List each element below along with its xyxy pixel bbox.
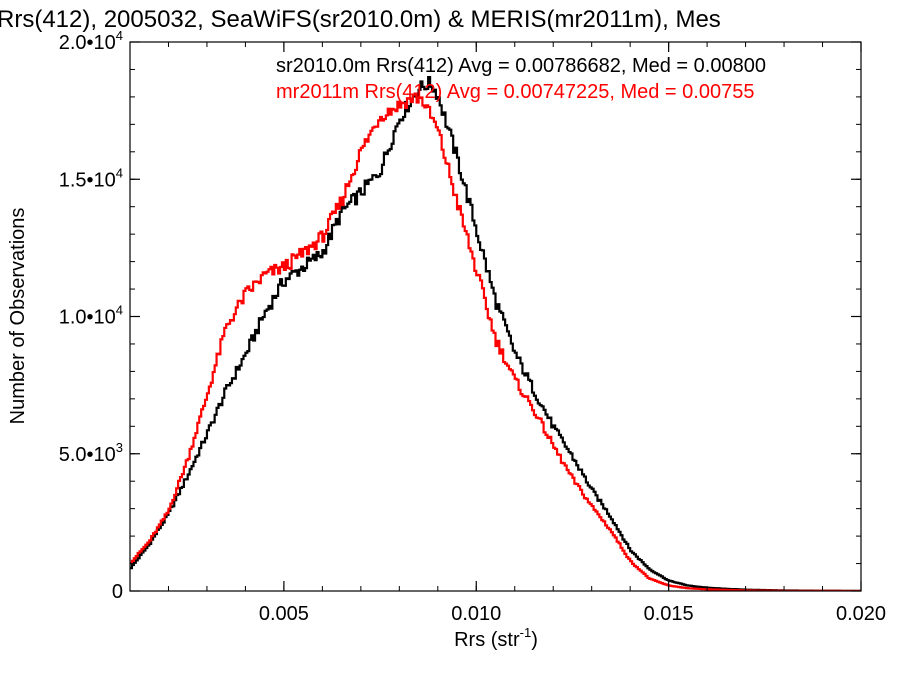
legend-mr2011-text: mr2011m Rrs(412) Avg = 0.00747225, Med =…	[276, 81, 754, 103]
series-layer	[130, 75, 861, 591]
series-line-mr2011m	[130, 92, 861, 591]
x-tick-label: 0.020	[836, 603, 886, 625]
y-tick-label: 5.0•103	[59, 440, 123, 466]
x-axis-ticks: 0.005 0.010 0.015 0.020	[129, 42, 886, 625]
y-tick-label: 0	[112, 581, 123, 603]
plot-area	[130, 75, 861, 591]
x-axis-label: Rrs (str-1)	[454, 625, 538, 651]
y-axis-label: Number of Observations	[7, 208, 29, 425]
x-tick-label: 0.005	[259, 603, 309, 625]
y-axis-ticks: 0 5.0•103 1.0•104 1.5•104 2.0•104	[59, 28, 861, 603]
legend-sr2010-text: sr2010.0m Rrs(412) Avg = 0.00786682, Med…	[276, 55, 766, 77]
y-tick-label: 1.5•104	[59, 165, 123, 191]
chart-title: Rrs(412), 2005032, SeaWiFS(sr2010.0m) & …	[0, 6, 721, 33]
plot-frame	[129, 41, 862, 592]
x-tick-label: 0.015	[644, 603, 694, 625]
y-tick-label: 2.0•104	[59, 28, 123, 54]
x-tick-label: 0.010	[451, 603, 501, 625]
y-tick-label: 1.0•104	[59, 303, 123, 329]
